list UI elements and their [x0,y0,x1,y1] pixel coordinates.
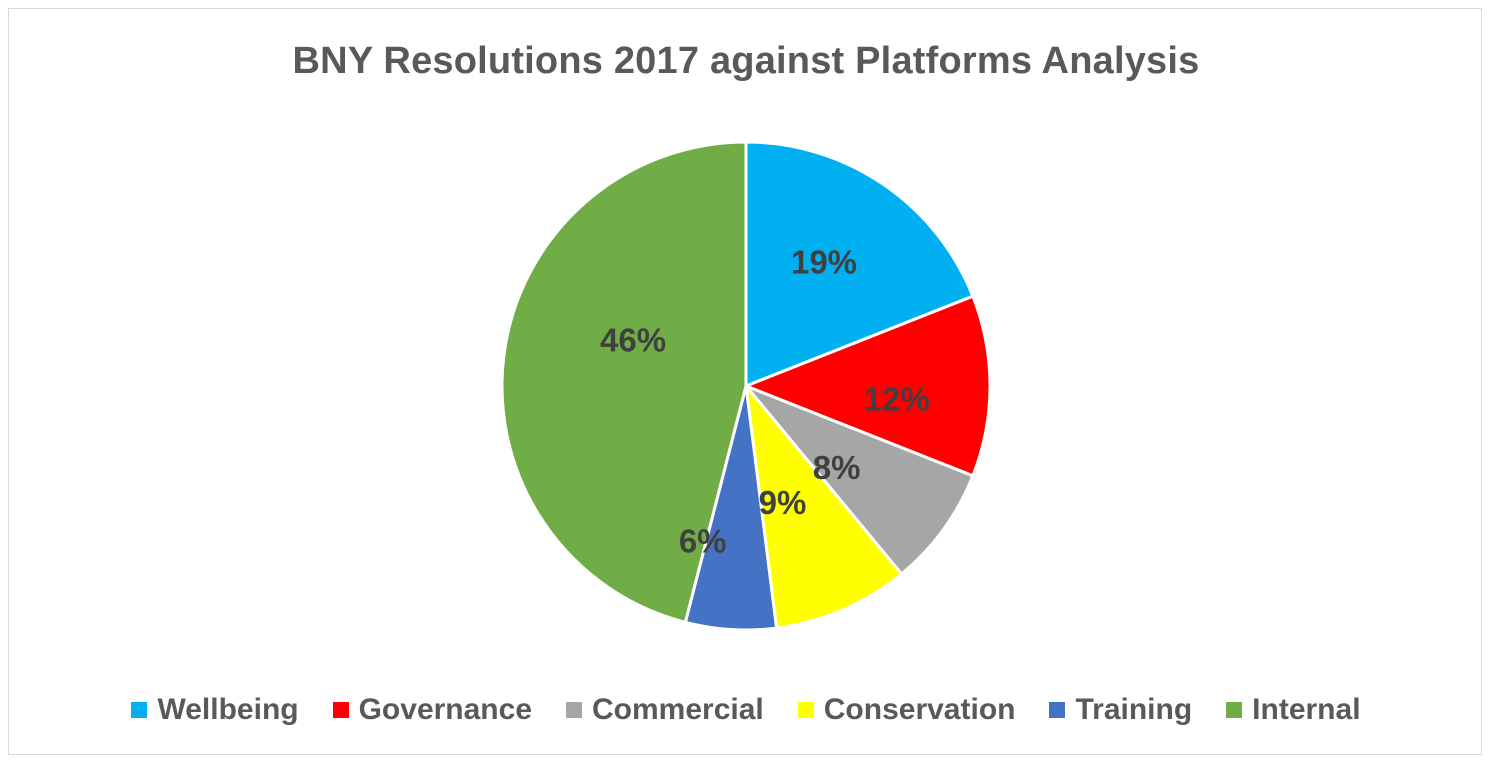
legend-swatch-internal [1226,702,1243,718]
legend-item-conservation: Conservation [797,693,1016,727]
data-label-governance: 12% [864,381,930,418]
data-label-internal: 46% [600,321,666,358]
data-label-wellbeing: 19% [791,244,857,281]
legend-item-internal: Internal [1226,693,1361,727]
legend-item-wellbeing: Wellbeing [131,693,299,727]
legend-item-commercial: Commercial [566,693,764,727]
legend-item-governance: Governance [332,693,533,727]
legend-swatch-governance [332,702,349,718]
legend-swatch-conservation [797,702,814,718]
chart-legend: Wellbeing Governance Commercial Conservatio… [0,693,1492,727]
legend-swatch-training [1049,702,1066,718]
data-label-conservation: 9% [759,484,807,521]
legend-label-governance: Governance [358,693,533,726]
legend-label-internal: Internal [1252,693,1361,726]
legend-swatch-wellbeing [131,702,148,718]
data-label-training: 6% [679,523,727,560]
legend-swatch-commercial [566,702,583,718]
legend-item-training: Training [1049,693,1192,727]
legend-label-conservation: Conservation [823,693,1016,726]
legend-label-wellbeing: Wellbeing [157,693,299,726]
pie-slice-governance [744,294,992,478]
legend-label-commercial: Commercial [592,693,764,726]
pie-slice-commercial [744,384,975,576]
pie-slice-conservation [744,384,904,630]
legend-label-training: Training [1075,693,1193,726]
pie-slice-wellbeing [744,140,975,388]
data-label-commercial: 8% [813,449,861,486]
chart-title: BNY Resolutions 2017 against Platforms A… [292,40,1200,82]
pie-slice-internal [500,140,748,624]
